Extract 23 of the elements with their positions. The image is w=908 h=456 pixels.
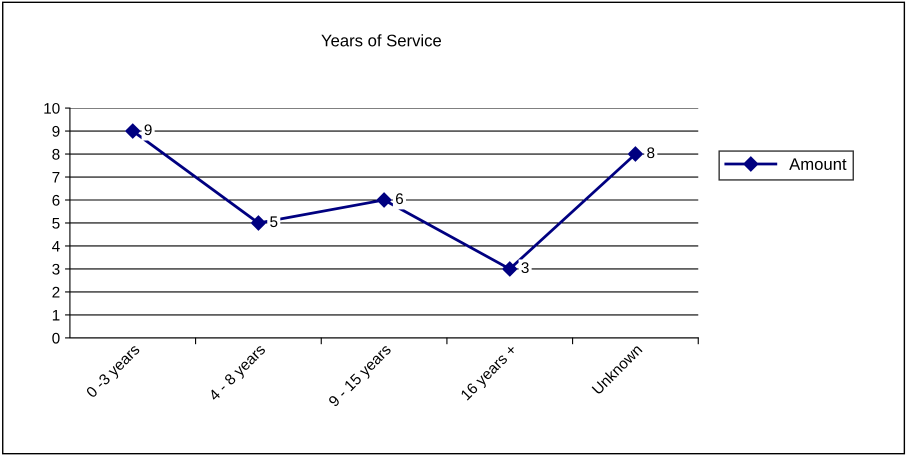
y-tick-label: 2 — [52, 286, 60, 298]
data-label: 5 — [270, 216, 278, 228]
data-label: 8 — [647, 147, 654, 158]
y-tick-label: 9 — [52, 126, 60, 137]
point — [250, 215, 266, 231]
y-tick-label: 4 — [52, 240, 60, 252]
y-tick-label: 0 — [52, 332, 60, 344]
y-tick-label: 8 — [52, 148, 60, 160]
point — [125, 123, 140, 139]
y-tick-label: 6 — [52, 194, 60, 206]
point — [502, 261, 518, 277]
y-tick-label: 1 — [52, 310, 60, 320]
y-tick-label: 3 — [52, 264, 60, 275]
point — [376, 192, 392, 208]
data-label: 6 — [396, 193, 404, 204]
legend-label: Amount — [789, 158, 846, 170]
point — [628, 146, 643, 162]
y-tick-label: 10 — [44, 102, 60, 114]
y-tick-label: 7 — [52, 172, 60, 183]
data-label: 3 — [521, 262, 529, 274]
data-label: 9 — [144, 124, 152, 136]
y-tick-label: 5 — [52, 218, 60, 229]
chart-title: Years of Service — [321, 34, 441, 46]
